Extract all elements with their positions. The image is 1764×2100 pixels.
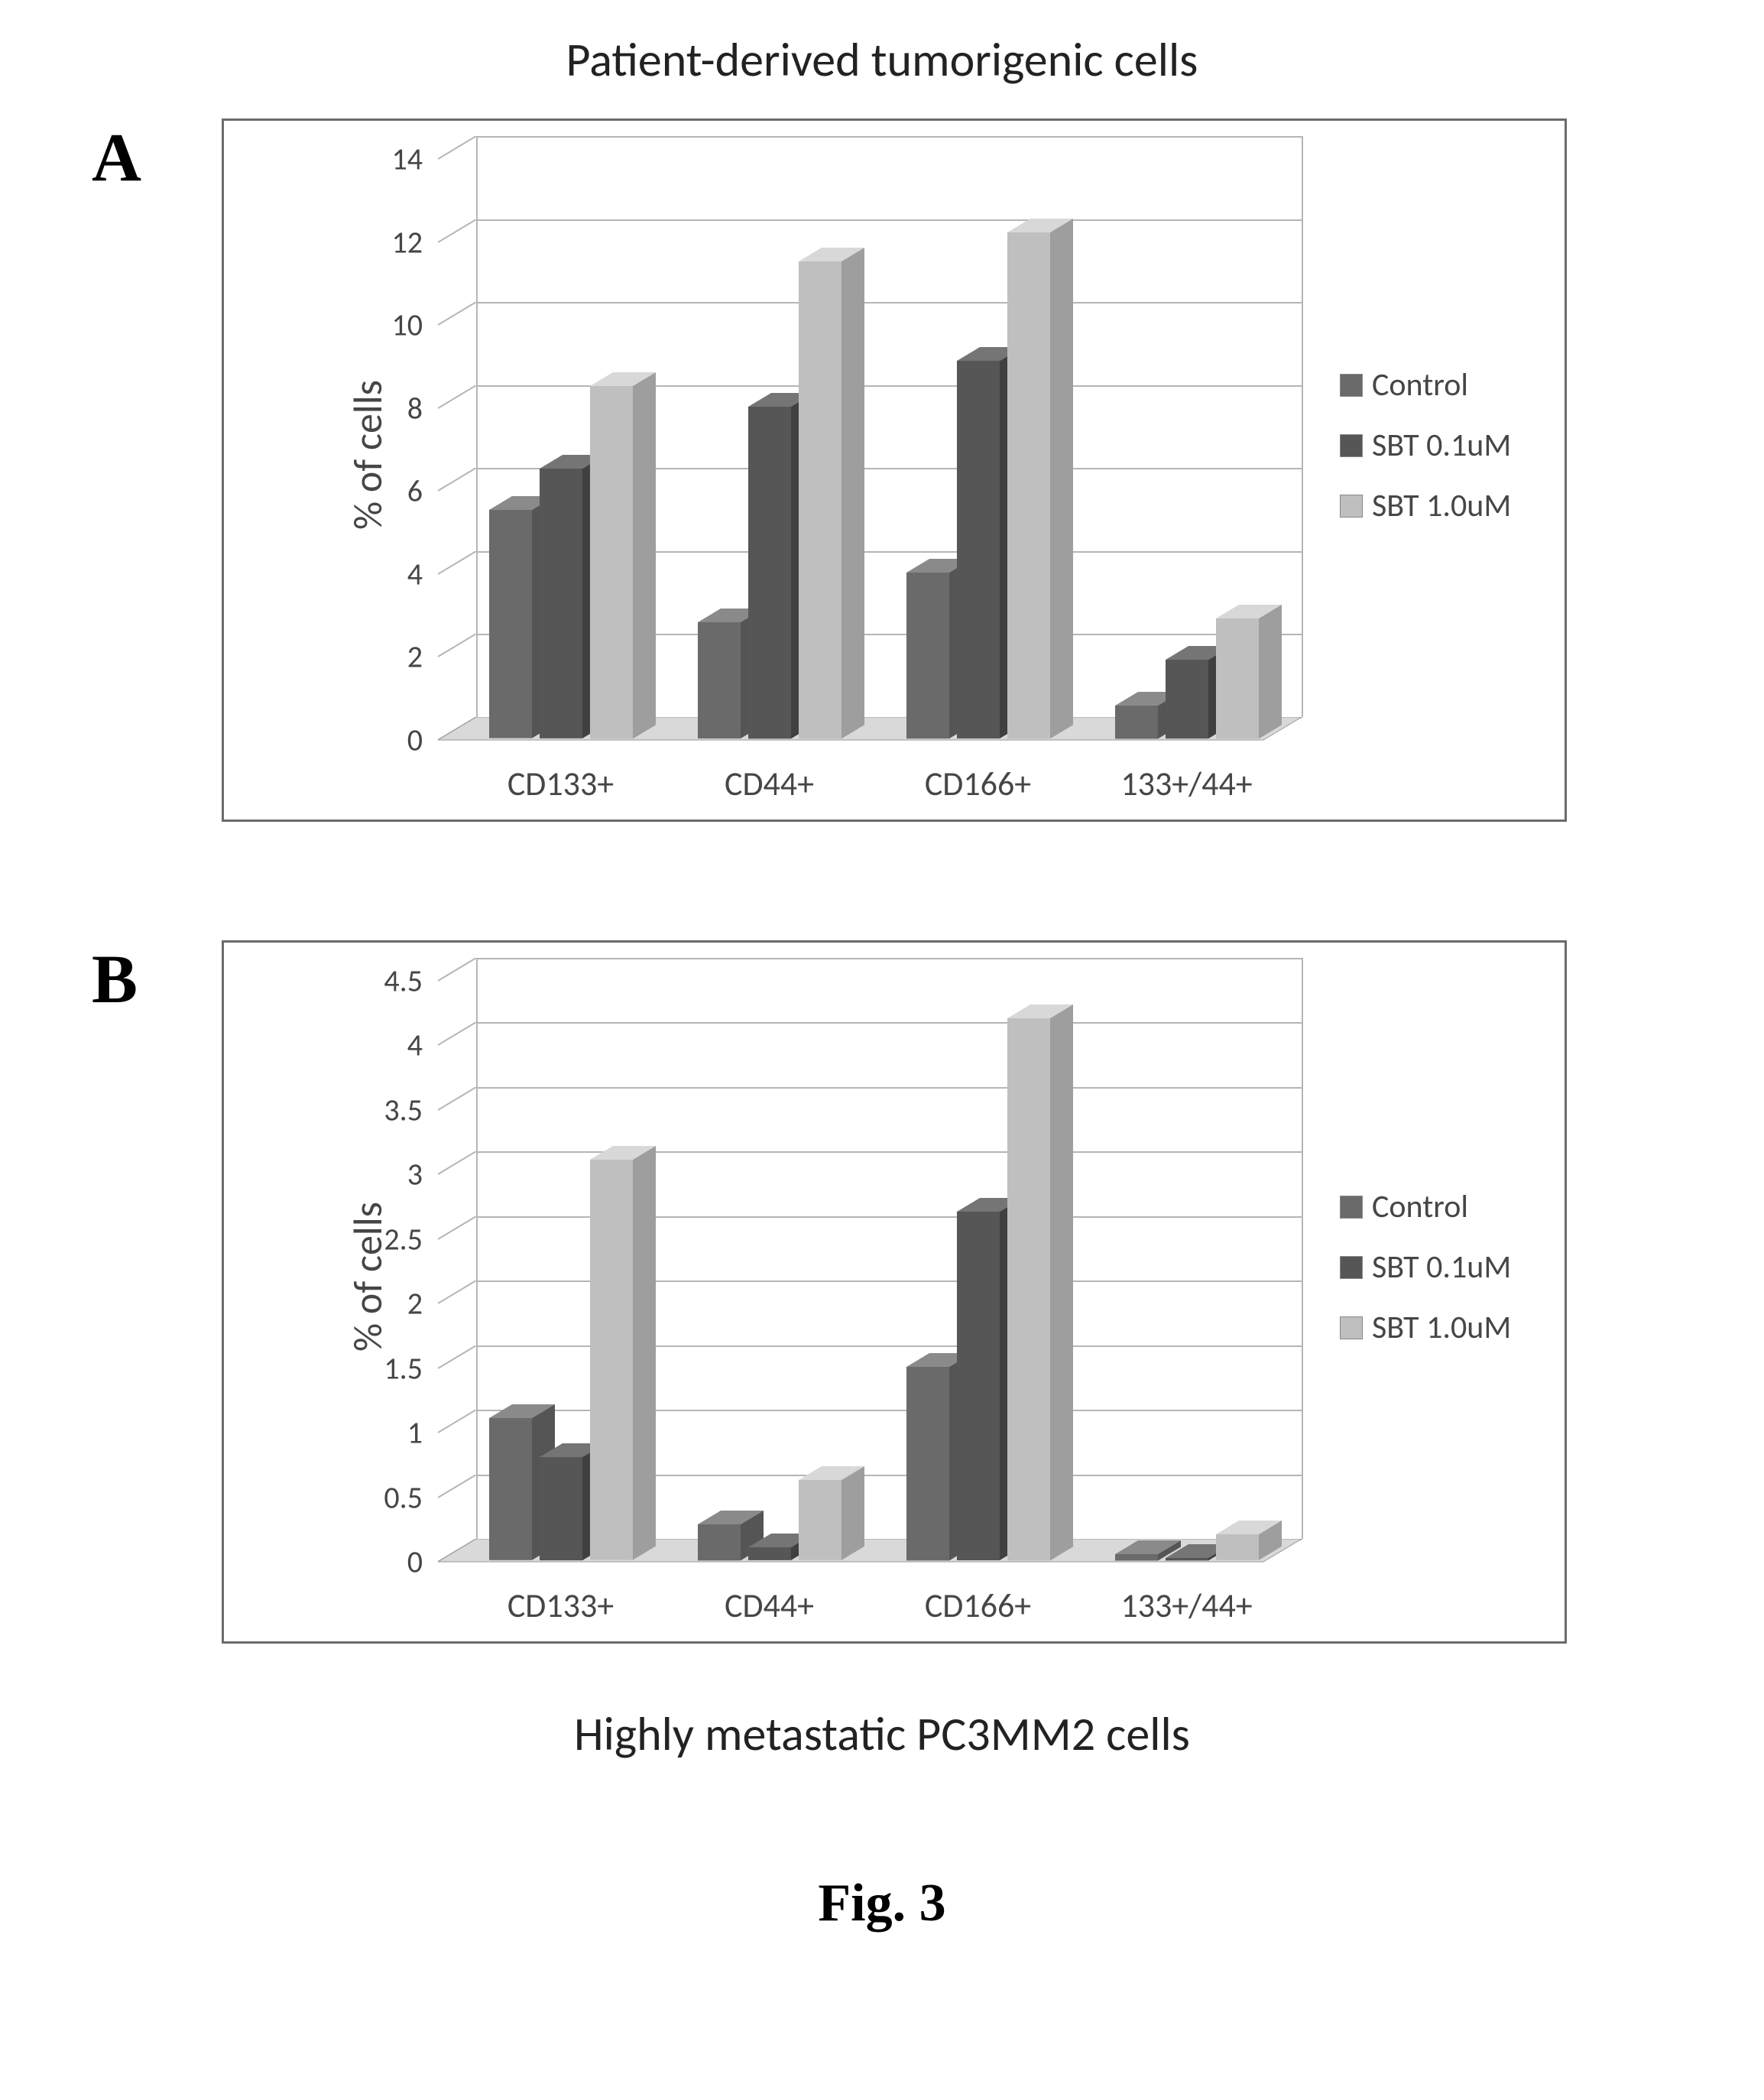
gridline	[476, 136, 1302, 138]
y-tick-label: 2	[407, 638, 423, 676]
y-tick-label: 10	[391, 307, 423, 344]
y-tick-label: 0	[407, 1543, 423, 1581]
bar	[489, 498, 532, 740]
x-tick-label: CD44+	[725, 1585, 814, 1626]
legend-text: SBT 1.0uM	[1372, 1308, 1511, 1347]
legend-text: SBT 1.0uM	[1372, 486, 1511, 525]
bar	[698, 1512, 741, 1562]
legend-swatch	[1340, 495, 1363, 518]
bar	[1166, 648, 1208, 740]
x-tick-label: CD133+	[507, 1585, 614, 1626]
y-tick-label: 2	[407, 1285, 423, 1323]
bar	[590, 374, 633, 740]
x-tick-label: CD166+	[925, 763, 1031, 804]
legend-text: Control	[1372, 365, 1468, 404]
bar	[1115, 693, 1158, 740]
y-tick-label: 4.5	[384, 962, 423, 1000]
bottom-title: Highly metastatic PC3MM2 cells	[0, 1705, 1764, 1763]
x-tick-label: CD133+	[507, 763, 614, 804]
legend-item: SBT 1.0uM	[1340, 486, 1511, 525]
gridline	[476, 219, 1302, 221]
chart-b: 00.511.522.533.544.5CD133+CD44+CD166+133…	[222, 940, 1567, 1644]
legend-text: SBT 0.1uM	[1372, 1248, 1511, 1287]
y-tick-label: 1.5	[384, 1349, 423, 1387]
figure-label: Fig. 3	[0, 1873, 1764, 1934]
bar	[540, 456, 582, 740]
bar	[1007, 220, 1050, 740]
gridline	[476, 1087, 1302, 1089]
legend-swatch	[1340, 1196, 1363, 1219]
bar	[799, 1468, 841, 1562]
legend-swatch	[1340, 1256, 1363, 1279]
legend-swatch	[1340, 1316, 1363, 1339]
y-tick-label: 3	[407, 1156, 423, 1193]
panel-b-label: B	[92, 940, 138, 1019]
gridline	[476, 958, 1302, 959]
y-tick-label: 4	[407, 555, 423, 592]
plot-area: 00.511.522.533.544.5CD133+CD44+CD166+133…	[438, 981, 1263, 1562]
bar	[489, 1406, 532, 1562]
y-tick-label: 6	[407, 472, 423, 510]
legend-text: SBT 0.1uM	[1372, 426, 1511, 465]
legend: Control SBT 0.1uM SBT 1.0uM	[1340, 365, 1511, 547]
bar	[1166, 1546, 1208, 1562]
y-tick-label: 4	[407, 1027, 423, 1064]
bar	[906, 560, 949, 740]
legend-swatch	[1340, 374, 1363, 397]
legend: Control SBT 0.1uM SBT 1.0uM	[1340, 1187, 1511, 1368]
legend-item: SBT 0.1uM	[1340, 426, 1511, 465]
y-tick-label: 3.5	[384, 1091, 423, 1128]
bar	[540, 1445, 582, 1562]
y-tick-label: 12	[391, 223, 423, 261]
y-tick-label: 1	[407, 1414, 423, 1452]
legend-item: SBT 0.1uM	[1340, 1248, 1511, 1287]
x-tick-label: CD166+	[925, 1585, 1031, 1626]
legend-item: Control	[1340, 365, 1511, 404]
chart-a: 0 2 4 6 8 10 12 14 CD133+ CD44+ CD166+ 133+/44+ % of…	[222, 118, 1567, 822]
x-tick-label: 133+/44+	[1120, 1585, 1252, 1626]
bar	[906, 1355, 949, 1562]
y-axis-title: % of cells	[343, 1202, 392, 1352]
bar	[957, 349, 1000, 740]
bar	[1216, 1522, 1259, 1562]
gridline	[476, 302, 1302, 303]
y-tick-label: 0	[407, 722, 423, 759]
legend-item: SBT 1.0uM	[1340, 1308, 1511, 1347]
top-title: Patient-derived tumorigenic cells	[0, 31, 1764, 89]
y-axis-title: % of cells	[343, 380, 392, 530]
panel-a-label: A	[92, 118, 141, 197]
bar	[1115, 1542, 1158, 1562]
y-tick-label: 8	[407, 389, 423, 427]
y-tick-label: 0.5	[384, 1478, 423, 1516]
bar	[1007, 1006, 1050, 1562]
legend-item: Control	[1340, 1187, 1511, 1226]
bar	[1216, 606, 1259, 740]
bar	[698, 610, 741, 740]
y-tick-label: 14	[391, 141, 423, 178]
x-tick-label: 133+/44+	[1120, 763, 1252, 804]
gridline	[476, 1022, 1302, 1024]
bar	[957, 1199, 1000, 1562]
plot-area: 02468101214CD133+CD44+CD166+133+/44+% of…	[438, 159, 1263, 740]
x-tick-label: CD44+	[725, 763, 814, 804]
bar	[748, 1535, 791, 1562]
bar	[748, 394, 791, 740]
bar	[799, 249, 841, 740]
bar	[590, 1147, 633, 1562]
legend-swatch	[1340, 434, 1363, 457]
legend-text: Control	[1372, 1187, 1468, 1226]
